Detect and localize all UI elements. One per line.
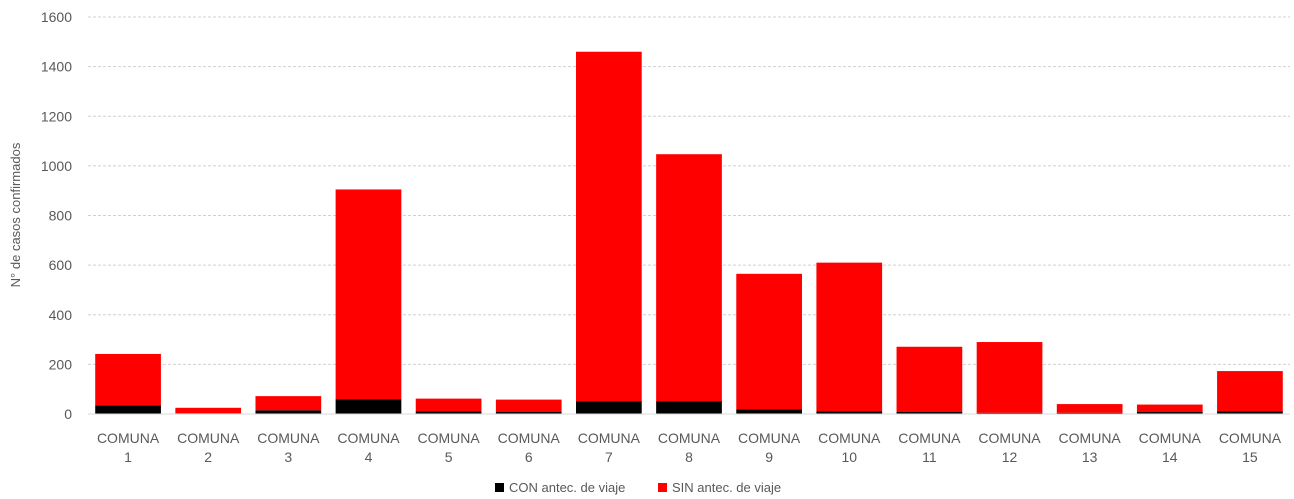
x-tick-label: COMUNA [337,430,400,446]
x-tick-label: 1 [124,449,132,465]
x-tick-label: 14 [1162,449,1178,465]
x-tick-label: COMUNA [177,430,240,446]
bar-con-antec-4 [335,399,402,414]
y-tick-label: 800 [49,208,73,224]
x-tick-label: COMUNA [1059,430,1122,446]
bar-con-antec-3 [255,410,322,414]
bar-con-antec-11 [896,412,963,414]
bar-con-antec-15 [1217,411,1283,414]
y-tick-label: 1400 [41,59,72,75]
bar-con-antec-9 [736,409,802,414]
bar-sin-antec-13 [1056,404,1123,413]
x-tick-label: COMUNA [738,430,801,446]
x-tick-label: 8 [685,449,693,465]
x-tick-label: 13 [1082,449,1098,465]
x-tick-label: 4 [365,449,373,465]
bar-sin-antec-5 [415,398,482,412]
legend-label-con: CON antec. de viaje [509,480,625,495]
legend-swatch-sin [658,483,667,492]
x-tick-label: COMUNA [978,430,1041,446]
bar-sin-antec-8 [656,154,722,402]
bar-sin-antec-12 [976,342,1043,413]
x-tick-label: COMUNA [578,430,641,446]
bar-con-antec-7 [576,401,642,414]
y-tick-label: 400 [49,307,73,323]
y-axis-ticks: 0 200 400 600 800 1000 1200 1400 1600 [41,9,72,422]
bar-sin-antec-3 [255,396,322,411]
bar-con-antec-12 [976,412,1043,414]
bar-sin-antec-14 [1136,404,1203,413]
x-tick-label: COMUNA [97,430,160,446]
legend-swatch-con [495,483,504,492]
y-tick-label: 600 [49,257,73,273]
x-tick-label: 9 [765,449,773,465]
bar-con-antec-13 [1056,412,1123,414]
x-tick-label: 7 [605,449,613,465]
bar-sin-antec-2 [175,407,242,414]
x-tick-label: 10 [841,449,857,465]
x-tick-label: COMUNA [498,430,561,446]
x-tick-label: 5 [445,449,453,465]
x-tick-label: COMUNA [257,430,320,446]
y-tick-label: 1000 [41,158,72,174]
bar-con-antec-5 [415,411,482,414]
bar-sin-antec-1 [95,353,161,406]
x-tick-label: 6 [525,449,533,465]
bar-con-antec-8 [656,401,722,414]
x-tick-label: COMUNA [818,430,881,446]
x-tick-label: 12 [1002,449,1018,465]
bar-con-antec-14 [1136,412,1203,414]
x-tick-label: 11 [922,449,937,465]
bar-sin-antec-4 [335,189,402,400]
bar-sin-antec-9 [736,273,802,410]
x-tick-label: COMUNA [417,430,480,446]
x-tick-label: COMUNA [898,430,961,446]
y-tick-label: 1600 [41,9,72,25]
bar-sin-antec-7 [576,51,642,402]
y-tick-label: 200 [49,356,73,372]
x-tick-label: 15 [1242,449,1258,465]
bar-sin-antec-6 [495,399,562,413]
bar-sin-antec-15 [1217,371,1283,412]
x-tick-label: COMUNA [658,430,721,446]
bars [95,51,1283,414]
bar-con-antec-1 [95,405,161,414]
bar-con-antec-10 [816,411,883,414]
bar-con-antec-6 [495,412,562,414]
bar-sin-antec-10 [816,262,883,412]
x-tick-label: COMUNA [1139,430,1202,446]
legend-label-sin: SIN antec. de viaje [672,480,781,495]
x-tick-label: 3 [284,449,292,465]
legend: CON antec. de viaje SIN antec. de viaje [495,480,781,495]
y-tick-label: 0 [64,406,72,422]
x-tick-label: 2 [204,449,212,465]
bar-sin-antec-11 [896,346,963,413]
y-tick-label: 1200 [41,108,72,124]
x-axis-ticks: COMUNA 1 COMUNA 2 COMUNA 3 COMUNA 4 COMUNA 5 COMUN… [97,430,1282,465]
x-tick-label: COMUNA [1219,430,1282,446]
y-axis-title: N° de casos confirmados [8,142,23,287]
